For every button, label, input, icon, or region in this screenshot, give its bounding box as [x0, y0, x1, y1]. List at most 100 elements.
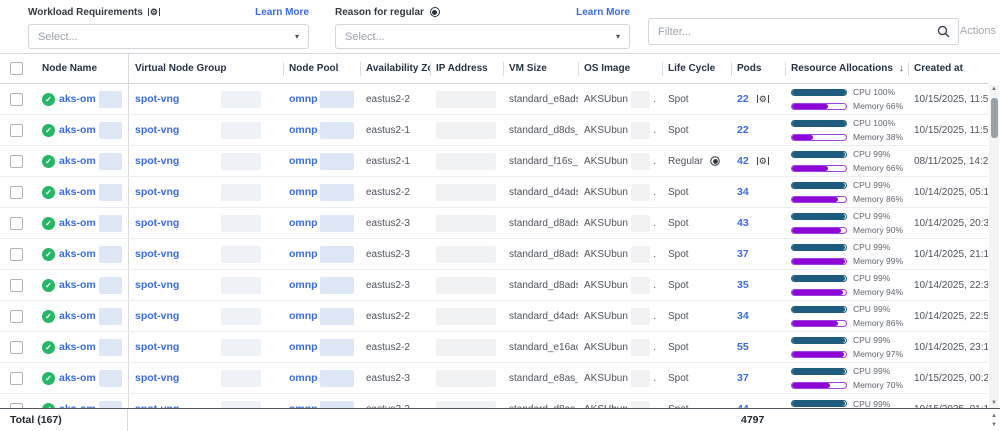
node-name-link[interactable]: aks-om: [59, 341, 96, 353]
vertical-scrollbar[interactable]: ▲ ▼: [989, 85, 999, 408]
vng-link[interactable]: spot-vng: [135, 248, 180, 260]
availability-zone-cell: eastus2-3: [366, 279, 410, 291]
pods-count-link[interactable]: 35: [737, 279, 749, 291]
row-checkbox[interactable]: [10, 340, 23, 354]
node-pool-link[interactable]: omnp: [289, 186, 318, 198]
filter-input[interactable]: [649, 25, 937, 38]
vng-link[interactable]: spot-vng: [135, 155, 180, 167]
actions-button[interactable]: Actions: [959, 25, 996, 37]
column-header-vm-size[interactable]: VM Size: [503, 54, 578, 83]
node-name-link[interactable]: aks-om: [59, 217, 96, 229]
pods-count-link[interactable]: 37: [737, 372, 749, 384]
node-pool-link[interactable]: omnp: [289, 155, 318, 167]
pods-count-link[interactable]: 44: [737, 403, 749, 408]
node-name-link[interactable]: aks-om: [59, 93, 96, 105]
node-pool-link[interactable]: omnp: [289, 279, 318, 291]
column-header-resource-allocations[interactable]: Resource Allocations ↓ ☰: [785, 54, 908, 83]
node-name-cell: ✓ aks-om: [36, 177, 128, 207]
reason-learn-more-link[interactable]: Learn More: [576, 6, 630, 18]
pods-count-link[interactable]: 34: [737, 186, 749, 198]
node-name-link[interactable]: aks-om: [59, 124, 96, 136]
vng-link[interactable]: spot-vng: [135, 93, 180, 105]
cpu-label: CPU 99%: [853, 180, 891, 190]
workload-requirements-select[interactable]: Select... ▾: [28, 24, 309, 49]
ip-address-cell: [430, 394, 503, 408]
node-name-link[interactable]: aks-om: [59, 186, 96, 198]
cpu-bar-fill: [792, 89, 846, 95]
vm-size-cell: standard_d4ads...: [509, 186, 578, 198]
table-footer: Total (167) 4797: [0, 408, 1000, 431]
scrollbar-track[interactable]: [989, 94, 999, 399]
pods-count-link[interactable]: 22: [737, 93, 749, 105]
row-checkbox[interactable]: [10, 402, 23, 408]
node-pool-link[interactable]: omnp: [289, 93, 318, 105]
column-header-virtual-node-group[interactable]: Virtual Node Group: [128, 54, 283, 83]
node-pool-link[interactable]: omnp: [289, 403, 318, 408]
node-pool-link[interactable]: omnp: [289, 341, 318, 353]
os-image-cell: AKSUbun .: [578, 115, 662, 145]
node-name-link[interactable]: aks-om: [59, 403, 96, 408]
pods-count-link[interactable]: 22: [737, 124, 749, 136]
pods-count-link[interactable]: 34: [737, 310, 749, 322]
scroll-down-icon[interactable]: ▼: [991, 422, 997, 428]
scroll-up-icon[interactable]: ▲: [991, 413, 997, 419]
row-checkbox[interactable]: [10, 216, 23, 230]
cpu-bar: CPU 99%: [791, 304, 903, 314]
vng-link[interactable]: spot-vng: [135, 403, 179, 408]
column-header-os-image[interactable]: OS Image: [578, 54, 662, 83]
redacted-block: [319, 400, 354, 408]
cpu-label: CPU 100%: [853, 87, 896, 97]
vng-link[interactable]: spot-vng: [135, 341, 180, 353]
pods-count-link[interactable]: 55: [737, 341, 749, 353]
pods-count-link[interactable]: 37: [737, 248, 749, 260]
footer-scroll-arrows[interactable]: ▲ ▼: [989, 412, 999, 430]
column-header-pods[interactable]: Pods: [731, 54, 785, 83]
vng-link[interactable]: spot-vng: [135, 124, 180, 136]
select-all-checkbox[interactable]: [10, 62, 23, 75]
row-checkbox[interactable]: [10, 371, 23, 385]
scrollbar-thumb[interactable]: [990, 98, 998, 138]
pods-count-link[interactable]: 42: [737, 155, 749, 167]
row-checkbox[interactable]: [10, 92, 23, 106]
workload-learn-more-link[interactable]: Learn More: [255, 6, 309, 18]
scroll-up-icon[interactable]: ▲: [991, 86, 997, 92]
vng-link[interactable]: spot-vng: [135, 310, 180, 322]
resource-allocations-cell: CPU 100% Memory 66%: [785, 84, 908, 114]
column-header-availability-zone[interactable]: Availability Zone: [360, 54, 430, 83]
vng-link[interactable]: spot-vng: [135, 217, 180, 229]
vng-link[interactable]: spot-vng: [135, 186, 180, 198]
sort-desc-icon[interactable]: ↓: [898, 63, 904, 74]
node-pool-link[interactable]: omnp: [289, 124, 318, 136]
column-header-created-at[interactable]: Created at: [908, 54, 988, 83]
node-pool-link[interactable]: omnp: [289, 372, 318, 384]
row-checkbox[interactable]: [10, 185, 23, 199]
row-checkbox[interactable]: [10, 309, 23, 323]
vng-link[interactable]: spot-vng: [135, 372, 180, 384]
reason-for-regular-select[interactable]: Select... ▾: [335, 24, 630, 49]
node-pool-link[interactable]: omnp: [289, 248, 318, 260]
column-header-life-cycle[interactable]: Life Cycle: [662, 54, 731, 83]
scroll-down-icon[interactable]: ▼: [991, 400, 997, 406]
memory-bar-fill: [792, 320, 839, 326]
node-name-link[interactable]: aks-om: [59, 310, 96, 322]
node-pool-link[interactable]: omnp: [289, 217, 318, 229]
availability-zone-cell: eastus2-1: [366, 155, 410, 167]
filter-search-box[interactable]: [648, 18, 959, 45]
node-name-link[interactable]: aks-om: [59, 279, 96, 291]
column-header-node-pool[interactable]: Node Pool: [283, 54, 360, 83]
cpu-label: CPU 100%: [853, 118, 896, 128]
node-pool-link[interactable]: omnp: [289, 310, 318, 322]
redacted-block: [630, 338, 651, 356]
vng-link[interactable]: spot-vng: [135, 279, 180, 291]
row-checkbox[interactable]: [10, 278, 23, 292]
node-name-link[interactable]: aks-om: [59, 372, 96, 384]
row-checkbox[interactable]: [10, 123, 23, 137]
column-header-ip-address[interactable]: IP Address: [430, 54, 503, 83]
row-checkbox[interactable]: [10, 154, 23, 168]
node-name-link[interactable]: aks-om: [59, 248, 96, 260]
row-checkbox[interactable]: [10, 247, 23, 261]
pods-count-link[interactable]: 43: [737, 217, 749, 229]
node-name-link[interactable]: aks-om: [59, 155, 96, 167]
column-header-node-name[interactable]: Node Name: [42, 63, 98, 74]
node-name-cell: ✓ aks-om: [36, 301, 128, 331]
